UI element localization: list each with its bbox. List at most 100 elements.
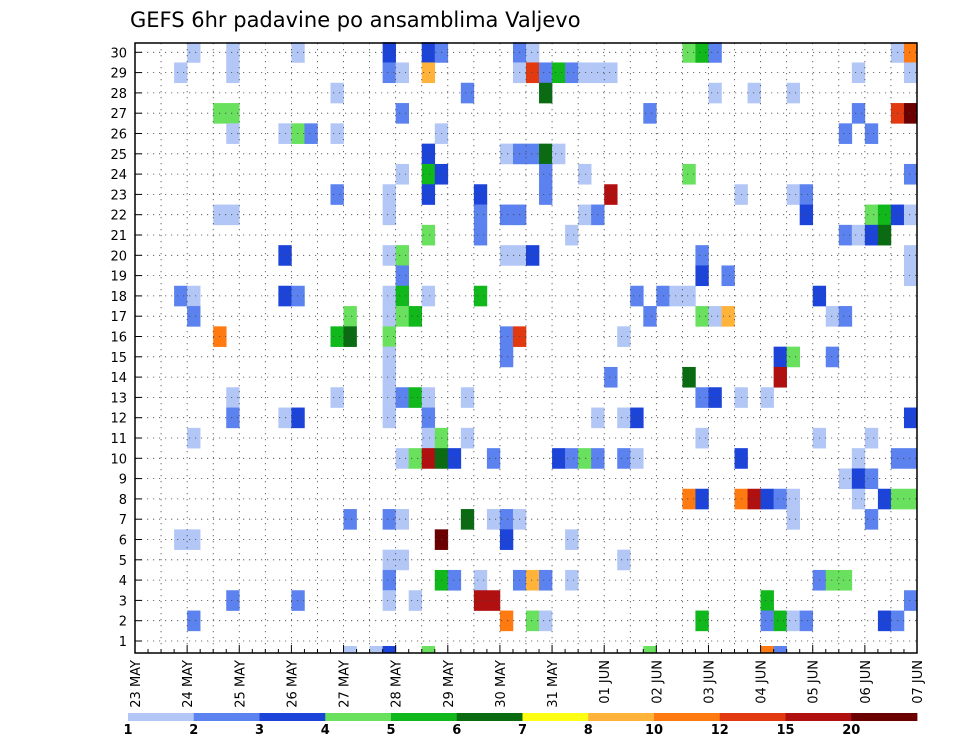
heatmap-cell [851, 488, 866, 510]
y-tick-label: 9 [119, 473, 127, 488]
colorbar-label: 6 [452, 723, 461, 738]
heatmap-cell [408, 306, 423, 327]
colorbar-swatch [193, 713, 260, 721]
heatmap-cell [395, 509, 409, 530]
y-tick-label: 27 [110, 107, 127, 122]
heatmap-cell [382, 569, 396, 591]
plot-frame [134, 42, 918, 654]
heatmap-cell [382, 326, 396, 347]
heatmap-cell [630, 448, 644, 469]
y-tick-label: 12 [110, 412, 127, 427]
heatmap-cell [708, 82, 722, 104]
x-tick-label: 05 JUN [807, 660, 822, 704]
heatmap-cell [473, 590, 488, 611]
heatmap-cell [695, 245, 709, 266]
heatmap-cell [382, 509, 396, 530]
heatmap-cell [343, 326, 357, 347]
heatmap-cell [226, 590, 240, 611]
colorbar-label: 2 [189, 723, 198, 738]
heatmap-cell [473, 204, 488, 226]
x-tick-label: 25 MAY [233, 660, 248, 708]
heatmap-cell [226, 204, 240, 226]
colorbar-swatch [785, 713, 852, 721]
heatmap-cell [187, 529, 201, 550]
heatmap-cell [695, 306, 709, 327]
heatmap-cell [565, 62, 579, 84]
heatmap-cell [330, 326, 344, 347]
heatmap-cell [851, 448, 866, 469]
heatmap-cell [382, 387, 396, 408]
heatmap-cell [382, 549, 396, 571]
heatmap-cell [877, 204, 892, 226]
heatmap-cell [617, 448, 631, 469]
heatmap-cell [226, 387, 240, 408]
colorbar-label: 5 [386, 723, 395, 738]
heatmap-cell [526, 143, 540, 165]
y-tick-label: 21 [110, 229, 127, 244]
x-axis: 23 MAY 24 MAY 25 MAY 26 MAY 27 MAY 28 MAY 29 M… [129, 645, 926, 708]
heatmap-cell [382, 306, 396, 327]
heatmap-cell [565, 224, 579, 246]
heatmap-cell [382, 590, 396, 611]
heatmap-cell [421, 143, 436, 165]
heatmap-cell [747, 488, 761, 510]
heatmap-cell [903, 103, 918, 124]
y-tick-label: 28 [110, 87, 127, 102]
heatmap-cell [382, 407, 396, 429]
heatmap-cell [421, 646, 436, 653]
heatmap-cell [773, 366, 787, 388]
grid-lines [134, 43, 918, 653]
heatmap-cell [617, 326, 631, 347]
heatmap-cell [903, 163, 918, 185]
heatmap-cell [747, 82, 761, 104]
heatmap-cell [799, 204, 814, 226]
heatmap-cell [330, 387, 344, 408]
heatmap-cell [604, 62, 618, 84]
y-tick-label: 5 [119, 554, 127, 569]
heatmap-cell [421, 448, 436, 469]
x-tick-label: 01 JUN [598, 660, 613, 704]
heatmap-cell [760, 387, 774, 408]
heatmap-cell [187, 427, 201, 449]
heatmap-cell [395, 387, 409, 408]
y-tick-label: 13 [110, 391, 127, 406]
heatmap-cell [460, 427, 475, 449]
heatmap-cell [421, 184, 436, 205]
y-tick-label: 11 [110, 432, 127, 447]
heatmap-cell [460, 82, 475, 104]
heatmap-cell [539, 569, 553, 591]
heatmap-cell [499, 529, 514, 550]
heatmap-cell [226, 123, 240, 144]
heatmap-cell [382, 366, 396, 388]
x-tick-label: 31 MAY [546, 660, 561, 708]
x-tick-label: 03 JUN [702, 660, 717, 704]
x-tick-label: 28 MAY [390, 660, 405, 708]
heatmap-cell [825, 569, 840, 591]
heatmap-cell [773, 610, 787, 632]
heatmap-cell [473, 285, 488, 307]
heatmap-cell [708, 42, 722, 63]
heatmap-cell [799, 610, 814, 632]
y-tick-label: 17 [110, 310, 127, 325]
heatmap-cell [552, 62, 566, 84]
heatmap-cell [786, 82, 800, 104]
colorbar-label: 3 [255, 723, 264, 738]
heatmap-cell [174, 285, 188, 307]
heatmap-cell [838, 306, 853, 327]
heatmap-cell [864, 427, 879, 449]
y-tick-label: 4 [119, 574, 127, 589]
y-tick-label: 23 [110, 188, 127, 203]
heatmap-cell [499, 143, 514, 165]
colorbar-swatch [128, 713, 195, 721]
heatmap-cell [330, 123, 344, 144]
heatmap-cell [760, 610, 774, 632]
heatmap-cell [578, 204, 592, 226]
heatmap-cell [851, 224, 866, 246]
y-tick-label: 24 [110, 168, 127, 183]
heatmap-cell [395, 306, 409, 327]
colorbar-label: 7 [518, 723, 527, 738]
heatmap-cell [408, 590, 423, 611]
heatmap-cell [526, 62, 540, 84]
heatmap-cell [382, 204, 396, 226]
heatmap-cell [695, 387, 709, 408]
